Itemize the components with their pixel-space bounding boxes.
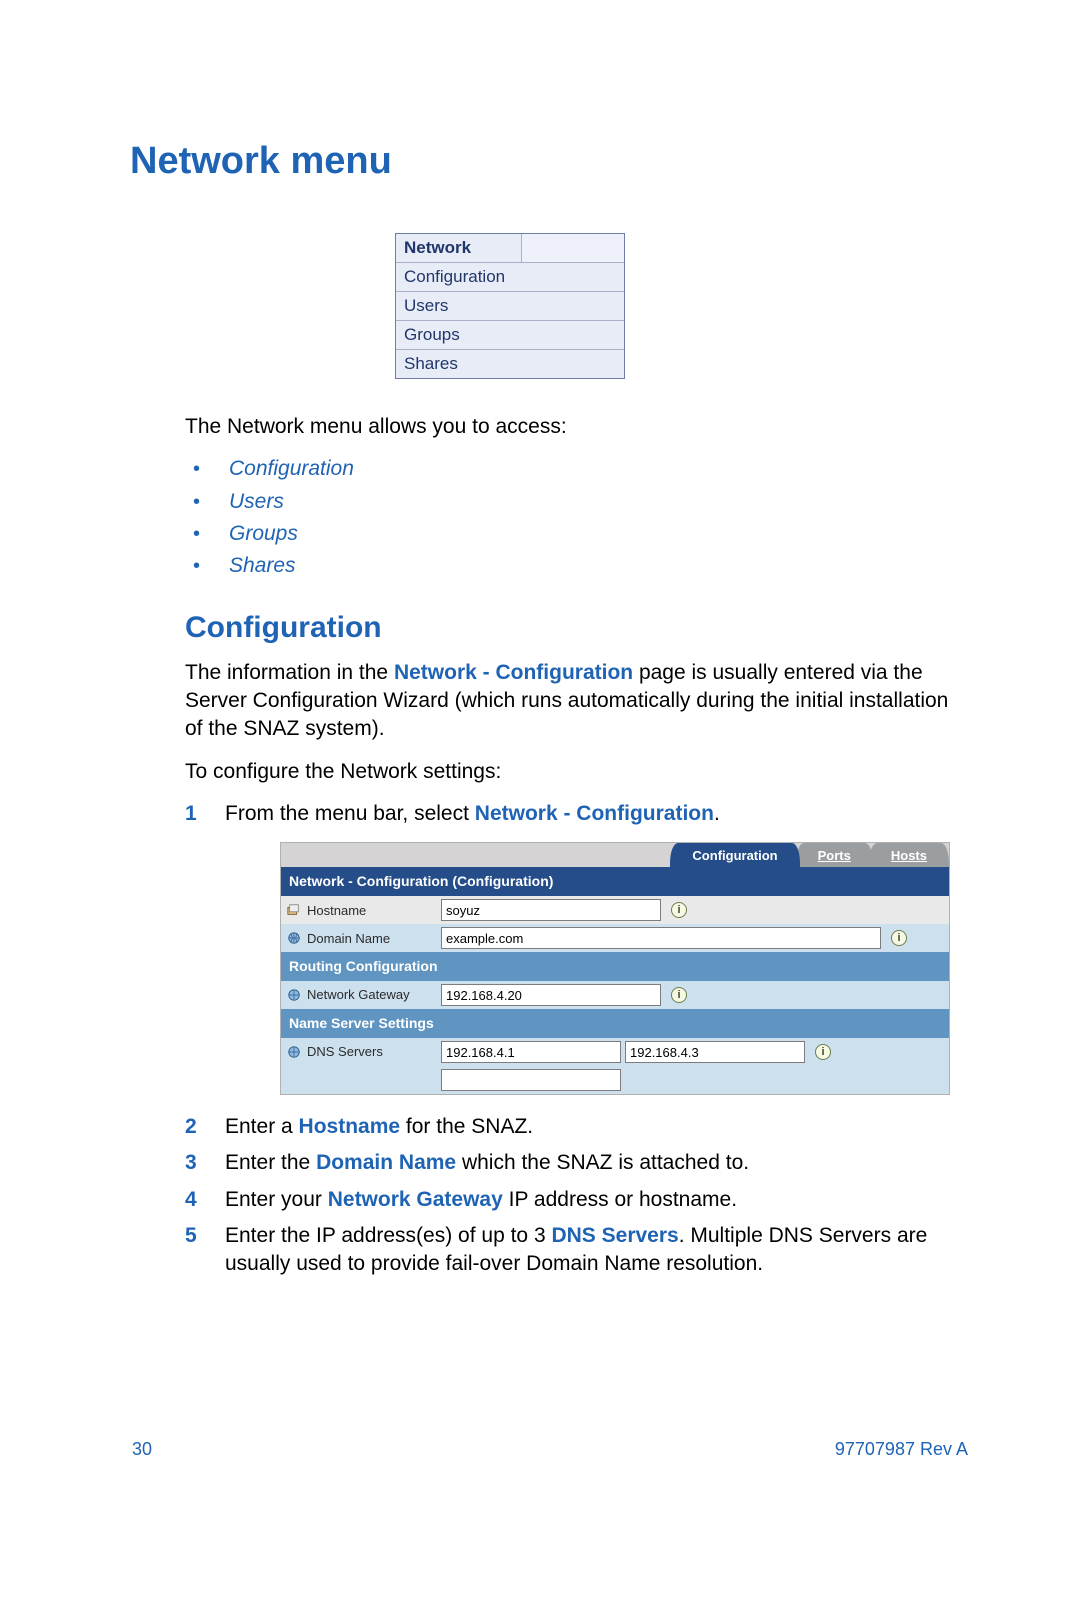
routing-header: Routing Configuration bbox=[281, 952, 949, 981]
bullet-shares[interactable]: Shares bbox=[229, 552, 296, 580]
globe-icon bbox=[287, 988, 301, 1002]
hostname-icon bbox=[287, 903, 301, 917]
gateway-label: Network Gateway bbox=[307, 986, 410, 1004]
step-3: Enter the Domain Name which the SNAZ is … bbox=[225, 1149, 970, 1177]
body: The Network menu allows you to access: •… bbox=[185, 413, 970, 581]
domain-input[interactable] bbox=[441, 927, 881, 949]
bullet-dot: • bbox=[185, 553, 229, 580]
step-number: 4 bbox=[185, 1186, 225, 1214]
step-2: Enter a Hostname for the SNAZ. bbox=[225, 1113, 970, 1141]
globe-icon bbox=[287, 931, 301, 945]
step-number: 3 bbox=[185, 1149, 225, 1177]
dns1-input[interactable] bbox=[441, 1041, 621, 1063]
bullet-dot: • bbox=[185, 456, 229, 483]
page-title: Network menu bbox=[130, 140, 970, 183]
bold-domain-name: Domain Name bbox=[316, 1151, 456, 1174]
text: IP address or hostname. bbox=[503, 1188, 737, 1211]
bullet-dot: • bbox=[185, 521, 229, 548]
bold-hostname: Hostname bbox=[299, 1115, 401, 1138]
page: Network menu Network Configuration Users… bbox=[0, 0, 1080, 1520]
bold-dns-servers: DNS Servers bbox=[551, 1224, 678, 1247]
info-icon[interactable]: i bbox=[671, 987, 687, 1003]
step-number: 2 bbox=[185, 1113, 225, 1141]
bold-network-configuration: Network - Configuration bbox=[394, 661, 633, 684]
hostname-label: Hostname bbox=[307, 902, 366, 920]
page-number: 30 bbox=[132, 1439, 152, 1460]
bold-network-configuration: Network - Configuration bbox=[475, 802, 714, 825]
row-dns: DNS Servers i bbox=[281, 1038, 949, 1066]
menu-item-configuration[interactable]: Configuration bbox=[396, 263, 624, 292]
menu-item-users[interactable]: Users bbox=[396, 292, 624, 321]
section-bar: Network - Configuration (Configuration) bbox=[281, 867, 949, 896]
text: Enter a bbox=[225, 1115, 299, 1138]
config-screenshot: Configuration Ports Hosts Network - Conf… bbox=[280, 842, 970, 1095]
domain-label: Domain Name bbox=[307, 930, 390, 948]
ordered-steps: 1 From the menu bar, select Network - Co… bbox=[185, 800, 970, 828]
nameserver-header: Name Server Settings bbox=[281, 1009, 949, 1038]
text: for the SNAZ. bbox=[400, 1115, 533, 1138]
dns2-input[interactable] bbox=[625, 1041, 805, 1063]
page-footer: 30 97707987 Rev A bbox=[130, 1439, 970, 1460]
doc-revision: 97707987 Rev A bbox=[835, 1439, 968, 1460]
ordered-steps-cont: 2 Enter a Hostname for the SNAZ. 3 Enter… bbox=[185, 1113, 970, 1279]
tab-bar: Configuration Ports Hosts bbox=[281, 843, 949, 867]
gateway-input[interactable] bbox=[441, 984, 661, 1006]
globe-icon bbox=[287, 1045, 301, 1059]
bullet-users[interactable]: Users bbox=[229, 488, 284, 516]
step-number: 5 bbox=[185, 1222, 225, 1279]
tab-configuration[interactable]: Configuration bbox=[670, 843, 799, 867]
intro-text: The Network menu allows you to access: bbox=[185, 413, 970, 441]
tab-hosts[interactable]: Hosts bbox=[869, 843, 949, 867]
text: . bbox=[714, 802, 720, 825]
tab-ports[interactable]: Ports bbox=[796, 843, 873, 867]
row-dns-extra bbox=[281, 1066, 949, 1094]
step-4: Enter your Network Gateway IP address or… bbox=[225, 1186, 970, 1214]
row-gateway: Network Gateway i bbox=[281, 981, 949, 1009]
section-heading: Configuration bbox=[185, 611, 970, 645]
bullet-configuration[interactable]: Configuration bbox=[229, 455, 354, 483]
hostname-input[interactable] bbox=[441, 899, 661, 921]
menu-header-spacer bbox=[521, 234, 624, 263]
text: The information in the bbox=[185, 661, 394, 684]
info-icon[interactable]: i bbox=[891, 930, 907, 946]
bullet-list: •Configuration •Users •Groups •Shares bbox=[185, 455, 970, 580]
dns-label: DNS Servers bbox=[307, 1043, 383, 1061]
row-domain: Domain Name i bbox=[281, 924, 949, 952]
dns3-input[interactable] bbox=[441, 1069, 621, 1091]
bullet-groups[interactable]: Groups bbox=[229, 520, 298, 548]
text: Enter your bbox=[225, 1188, 328, 1211]
text: Enter the IP address(es) of up to 3 bbox=[225, 1224, 551, 1247]
config-paragraph: The information in the Network - Configu… bbox=[185, 659, 970, 744]
text: From the menu bar, select bbox=[225, 802, 475, 825]
menu-item-groups[interactable]: Groups bbox=[396, 321, 624, 350]
step-1: From the menu bar, select Network - Conf… bbox=[225, 800, 970, 828]
bullet-dot: • bbox=[185, 489, 229, 516]
text: Enter the bbox=[225, 1151, 316, 1174]
info-icon[interactable]: i bbox=[671, 902, 687, 918]
menu-header: Network bbox=[396, 234, 521, 263]
menu-box: Network Configuration Users Groups Share… bbox=[395, 233, 970, 379]
text: which the SNAZ is attached to. bbox=[456, 1151, 749, 1174]
steps-intro: To configure the Network settings: bbox=[185, 758, 970, 786]
step-5: Enter the IP address(es) of up to 3 DNS … bbox=[225, 1222, 970, 1279]
info-icon[interactable]: i bbox=[815, 1044, 831, 1060]
step-number: 1 bbox=[185, 800, 225, 828]
row-hostname: Hostname i bbox=[281, 896, 949, 924]
bold-network-gateway: Network Gateway bbox=[328, 1188, 503, 1211]
menu-item-shares[interactable]: Shares bbox=[396, 350, 624, 378]
